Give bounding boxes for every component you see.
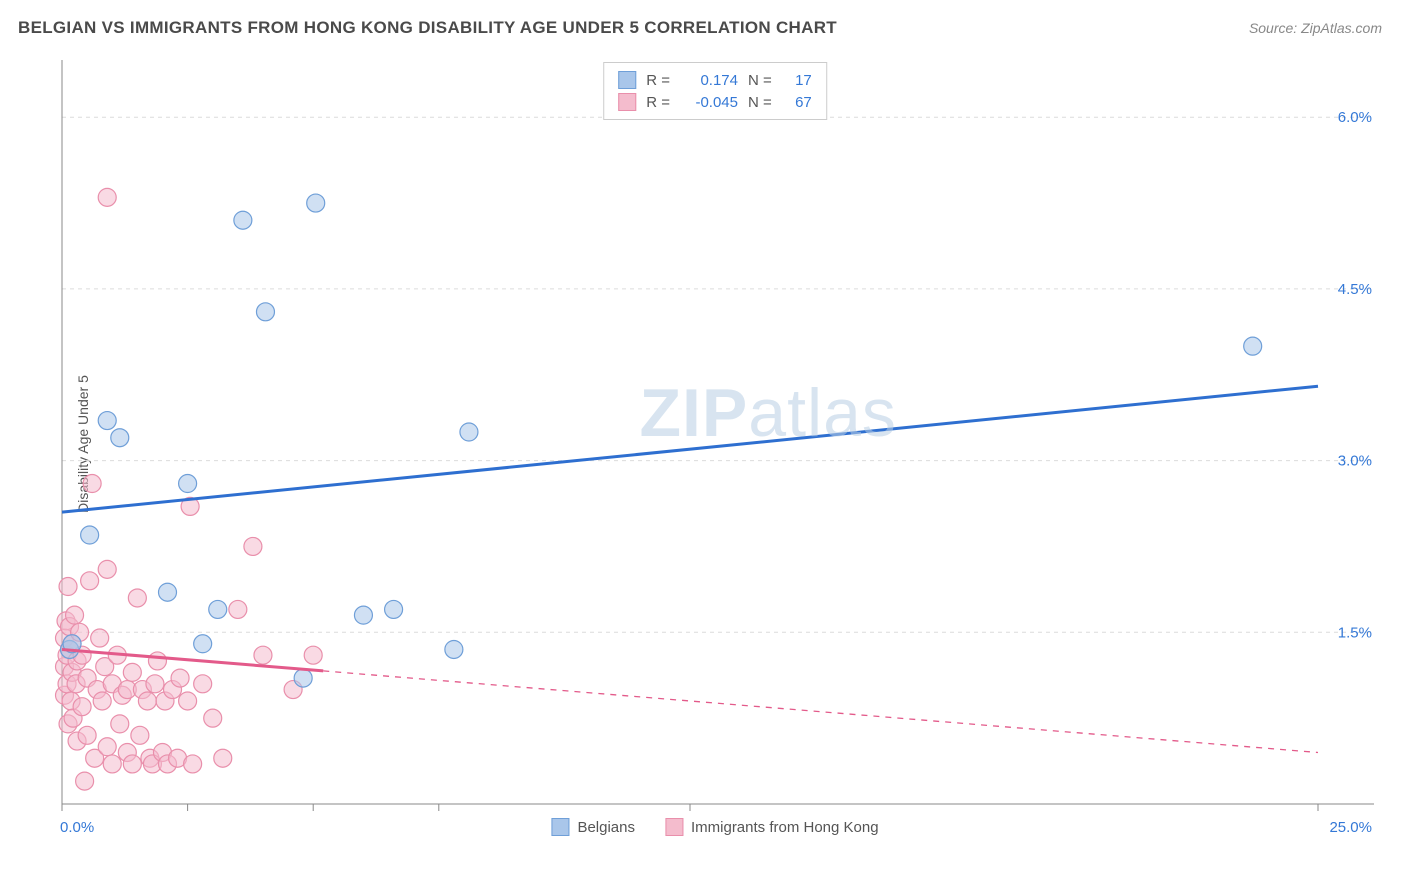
r-label: R =: [646, 94, 670, 111]
r-label: R =: [646, 72, 670, 89]
svg-text:0.0%: 0.0%: [60, 819, 94, 834]
svg-text:25.0%: 25.0%: [1329, 819, 1372, 834]
n-value: 17: [782, 72, 812, 89]
stat-row-belgians: R = 0.174 N = 17: [618, 69, 812, 91]
source-prefix: Source:: [1249, 20, 1301, 36]
legend-item-hongkong: Immigrants from Hong Kong: [665, 818, 879, 836]
correlation-stat-box: R = 0.174 N = 17 R = -0.045 N = 67: [603, 62, 827, 120]
legend-label: Immigrants from Hong Kong: [691, 819, 879, 836]
swatch-icon: [618, 71, 636, 89]
n-label: N =: [748, 94, 772, 111]
svg-text:1.5%: 1.5%: [1338, 624, 1372, 641]
chart-container: Disability Age Under 5 1.5%3.0%4.5%6.0%0…: [50, 54, 1380, 834]
r-value: 0.174: [680, 72, 738, 89]
chart-title: BELGIAN VS IMMIGRANTS FROM HONG KONG DIS…: [18, 18, 837, 38]
source-attribution: Source: ZipAtlas.com: [1249, 20, 1382, 36]
swatch-icon: [665, 818, 683, 836]
series-legend: Belgians Immigrants from Hong Kong: [543, 818, 886, 836]
r-value: -0.045: [680, 94, 738, 111]
svg-text:6.0%: 6.0%: [1338, 109, 1372, 126]
scatter-plot: 1.5% 3.0% 4.5% 6.0% 0.0% 25.0%: [50, 54, 1380, 834]
n-label: N =: [748, 72, 772, 89]
svg-text:3.0%: 3.0%: [1338, 453, 1372, 470]
swatch-icon: [618, 93, 636, 111]
source-name: ZipAtlas.com: [1301, 20, 1382, 36]
n-value: 67: [782, 94, 812, 111]
legend-item-belgians: Belgians: [551, 818, 635, 836]
stat-row-hongkong: R = -0.045 N = 67: [618, 91, 812, 113]
legend-label: Belgians: [577, 819, 635, 836]
svg-text:4.5%: 4.5%: [1338, 281, 1372, 298]
swatch-icon: [551, 818, 569, 836]
